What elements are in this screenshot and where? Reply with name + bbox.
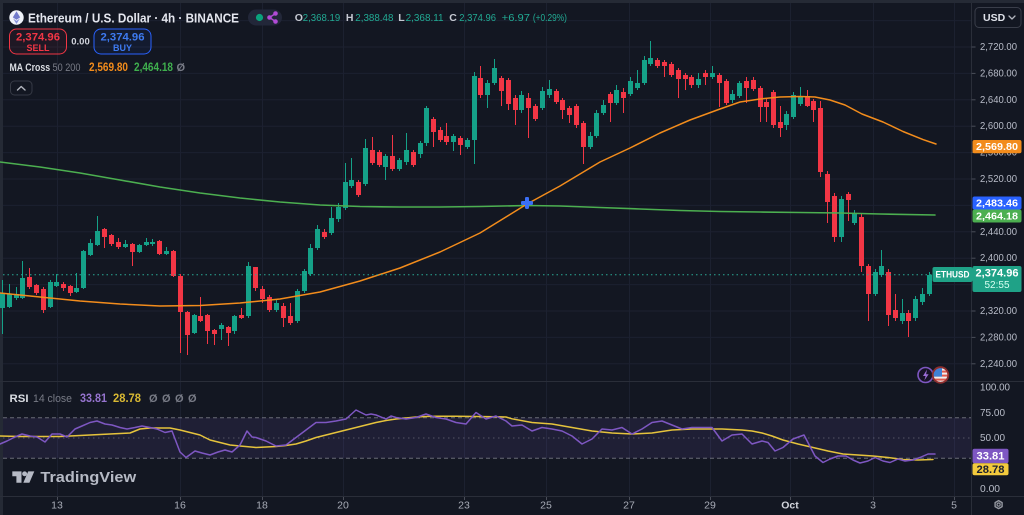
svg-text:33.81: 33.81 — [80, 393, 108, 405]
svg-text:2,569.80: 2,569.80 — [976, 141, 1018, 153]
svg-text:H: H — [346, 12, 354, 24]
svg-text:0.00: 0.00 — [71, 37, 90, 48]
svg-text:25: 25 — [540, 500, 552, 512]
svg-text:16: 16 — [174, 500, 186, 512]
svg-text:2,368.11: 2,368.11 — [406, 12, 444, 24]
svg-text:2,374.96: 2,374.96 — [101, 32, 145, 44]
svg-text:0.00: 0.00 — [980, 483, 1000, 495]
svg-text:2,483.46: 2,483.46 — [976, 198, 1018, 210]
svg-text:2,440.00: 2,440.00 — [980, 226, 1017, 238]
svg-text:USD: USD — [983, 12, 1006, 24]
svg-text:100.00: 100.00 — [980, 382, 1010, 394]
svg-text:2,720.00: 2,720.00 — [980, 41, 1017, 53]
svg-text:2,680.00: 2,680.00 — [980, 67, 1017, 79]
svg-text:2,374.96: 2,374.96 — [16, 32, 60, 44]
svg-text:2,464.18: 2,464.18 — [976, 211, 1018, 223]
svg-text:2,388.48: 2,388.48 — [355, 12, 393, 24]
svg-text:2,374.96: 2,374.96 — [976, 268, 1019, 280]
svg-text:L: L — [398, 12, 405, 24]
svg-text:27: 27 — [623, 500, 635, 512]
svg-text:2,600.00: 2,600.00 — [980, 120, 1017, 132]
svg-text:18: 18 — [256, 500, 268, 512]
svg-text:52:55: 52:55 — [984, 280, 1009, 291]
svg-text:Ø: Ø — [177, 62, 186, 74]
svg-text:Ø: Ø — [188, 393, 197, 405]
svg-text:2,320.00: 2,320.00 — [980, 305, 1017, 317]
svg-text:28.78: 28.78 — [977, 464, 1005, 476]
svg-text:13: 13 — [51, 500, 63, 512]
svg-text:33.81: 33.81 — [977, 451, 1005, 463]
svg-text:+6.97: +6.97 — [502, 12, 530, 24]
svg-text:C: C — [449, 12, 457, 24]
svg-text:75.00: 75.00 — [980, 407, 1005, 419]
svg-text:O: O — [295, 12, 303, 24]
svg-text:Ø: Ø — [162, 393, 171, 405]
svg-text:3: 3 — [870, 500, 876, 512]
svg-text:14 close: 14 close — [33, 393, 72, 405]
svg-text:Oct: Oct — [781, 500, 799, 512]
svg-text:2,240.00: 2,240.00 — [980, 358, 1017, 370]
svg-text:2,640.00: 2,640.00 — [980, 94, 1017, 106]
svg-text:Ø: Ø — [149, 393, 158, 405]
svg-text:2,400.00: 2,400.00 — [980, 252, 1017, 264]
svg-text:20: 20 — [337, 500, 349, 512]
svg-text:ETHUSD: ETHUSD — [936, 270, 970, 281]
svg-text:TradingView: TradingView — [40, 469, 136, 486]
svg-text:2,569.80: 2,569.80 — [89, 62, 128, 74]
svg-text:SELL: SELL — [26, 43, 50, 53]
svg-text:2,280.00: 2,280.00 — [980, 331, 1017, 343]
svg-text:(+0.29%): (+0.29%) — [533, 12, 567, 24]
svg-text:MA Cross: MA Cross — [10, 62, 51, 74]
svg-text:2,374.96: 2,374.96 — [459, 12, 496, 24]
svg-text:29: 29 — [704, 500, 716, 512]
svg-text:RSI: RSI — [10, 393, 29, 405]
svg-text:BUY: BUY — [113, 43, 132, 53]
svg-text:2,464.18: 2,464.18 — [134, 62, 174, 74]
svg-text:Ethereum / U.S. Dollar · 4h ·: Ethereum / U.S. Dollar · 4h · BINANCE — [28, 11, 239, 26]
svg-text:2,368.19: 2,368.19 — [303, 12, 341, 24]
svg-text:2,520.00: 2,520.00 — [980, 173, 1017, 185]
svg-text:50.00: 50.00 — [980, 432, 1005, 444]
svg-text:23: 23 — [458, 500, 470, 512]
svg-text:5: 5 — [951, 500, 957, 512]
svg-text:Ø: Ø — [175, 393, 184, 405]
svg-text:28.78: 28.78 — [113, 393, 142, 405]
svg-text:50 200: 50 200 — [53, 62, 81, 74]
